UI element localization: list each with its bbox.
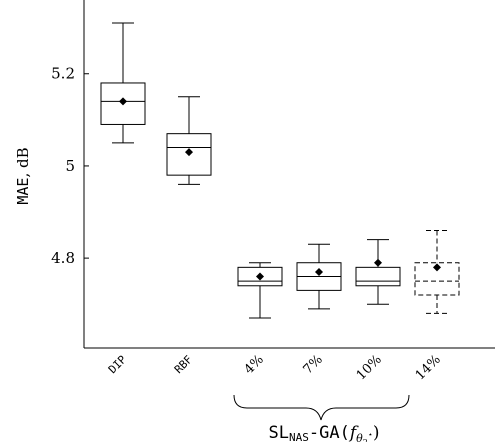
y-tick-label: 5.2 — [51, 65, 75, 83]
x-tick-label: 10% — [354, 352, 385, 383]
mean-marker — [256, 272, 264, 281]
box-5 — [355, 239, 401, 305]
y-tick-label: 4.8 — [51, 249, 75, 267]
y-axis-label: MAE, dB — [14, 147, 32, 204]
box-1 — [100, 22, 146, 144]
mean-marker — [185, 148, 193, 157]
mean-marker — [119, 97, 127, 106]
x-tick-label: DIP — [106, 353, 130, 377]
box-3 — [237, 262, 283, 319]
x-tick-label: RBF — [172, 353, 195, 376]
mean-marker — [374, 258, 382, 267]
box-body — [166, 133, 212, 176]
group-label: SLNAS-GA(fθ2⋆) — [269, 423, 380, 442]
box-body — [355, 266, 401, 287]
group-brace — [233, 394, 410, 421]
x-tick-labels: DIP RBF 4% 7% 10% 14% — [106, 352, 444, 383]
y-tick-label: 5 — [65, 157, 75, 175]
box-4 — [296, 243, 342, 310]
box-body — [237, 266, 283, 287]
box-body — [100, 82, 146, 125]
box-series — [100, 22, 460, 319]
x-tick-label: 4% — [242, 352, 267, 377]
plot-axes — [83, 0, 495, 349]
box-body — [414, 262, 460, 296]
x-tick-label: 7% — [301, 352, 326, 377]
box-2 — [166, 96, 212, 185]
mean-marker — [315, 267, 323, 276]
box-6 — [414, 229, 460, 314]
mean-marker — [433, 263, 441, 272]
y-ticks: 4.8 5 5.2 — [51, 65, 89, 267]
x-tick-label: 14% — [413, 352, 444, 383]
